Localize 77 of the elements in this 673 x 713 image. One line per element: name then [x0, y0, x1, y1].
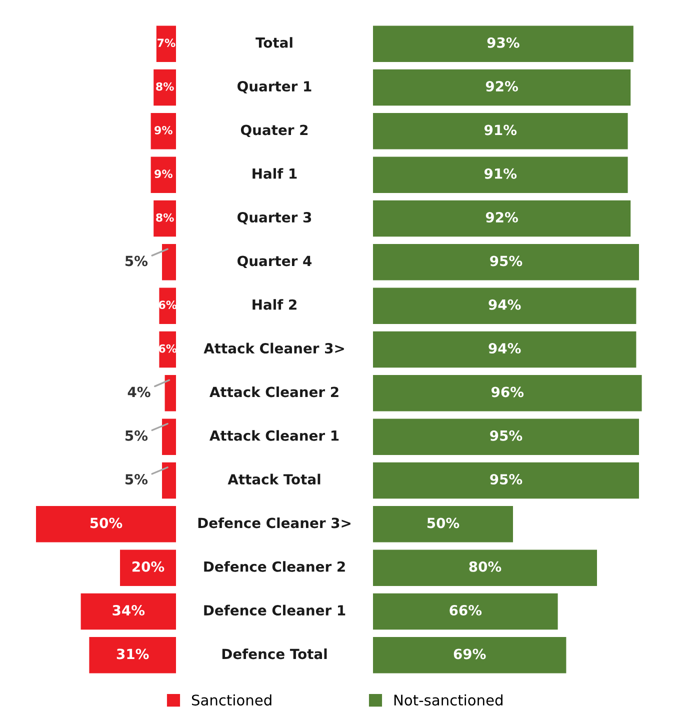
- data-label: 9%: [154, 170, 172, 178]
- bar: [162, 418, 176, 455]
- bar: [373, 113, 628, 150]
- bar: [162, 462, 176, 499]
- bar: [373, 26, 634, 62]
- data-label: 66%: [450, 605, 482, 616]
- y-tick-label: Quarter 1: [238, 81, 312, 94]
- bar: [373, 331, 636, 368]
- data-label: 5%: [125, 430, 148, 441]
- legend-label: Not-sanctioned: [394, 694, 502, 706]
- data-label: 80%: [469, 561, 502, 572]
- data-label: 34%: [112, 605, 145, 616]
- legend-label: Sanctioned: [192, 694, 272, 706]
- data-label: 6%: [158, 344, 177, 353]
- y-tick-label: Attack Cleaner 3>: [204, 342, 344, 354]
- data-label: 4%: [128, 386, 150, 398]
- data-label: 7%: [158, 38, 176, 48]
- data-label: 95%: [490, 474, 522, 485]
- data-label: 92%: [486, 81, 518, 92]
- bar: [150, 156, 176, 193]
- bar: [36, 506, 176, 542]
- data-label: 69%: [454, 648, 486, 660]
- bar: [120, 550, 176, 586]
- data-label: 50%: [427, 518, 460, 528]
- bar: [154, 200, 176, 237]
- bar: [373, 69, 631, 106]
- bar: [373, 288, 636, 324]
- y-tick-label: Defence Cleaner 1: [204, 604, 346, 616]
- bar: [373, 506, 513, 542]
- y-tick-label: Quarter 3: [238, 212, 312, 224]
- bar: [89, 637, 176, 674]
- data-label: 91%: [484, 168, 517, 179]
- data-label: 20%: [132, 561, 164, 572]
- y-tick-label: Attack Cleaner 2: [210, 386, 338, 398]
- y-tick-label: Attack Cleaner 1: [210, 430, 339, 441]
- bar: [159, 288, 176, 324]
- data-label: 31%: [116, 648, 149, 660]
- data-label: 8%: [156, 82, 174, 91]
- data-label: 91%: [484, 124, 517, 136]
- data-label: 94%: [488, 299, 521, 310]
- y-tick-label: Defence Cleaner 2: [204, 561, 345, 572]
- bar: [164, 375, 176, 412]
- y-tick-label: Quater 2: [240, 124, 308, 138]
- bar: [373, 550, 597, 586]
- bar: [373, 462, 639, 499]
- y-tick-label: Quarter 4: [238, 256, 312, 268]
- data-label: 50%: [90, 518, 122, 528]
- data-label: 8%: [156, 213, 174, 222]
- bar: [373, 418, 639, 455]
- data-label: 93%: [487, 37, 520, 48]
- bar: [80, 593, 176, 630]
- bar: [154, 69, 176, 106]
- bar: [159, 331, 176, 368]
- bar: [373, 200, 631, 237]
- data-label: 95%: [490, 430, 522, 441]
- bar: [373, 375, 642, 412]
- data-label: 92%: [486, 212, 518, 223]
- bar: [373, 244, 639, 280]
- data-label: 9%: [154, 126, 172, 134]
- data-label: 94%: [488, 343, 521, 354]
- data-label: 5%: [125, 256, 148, 266]
- y-tick-label: Half 2: [252, 299, 296, 310]
- data-label: 5%: [125, 474, 148, 485]
- data-label: 6%: [158, 300, 177, 310]
- bar: [150, 113, 176, 150]
- bar: [156, 26, 176, 62]
- y-tick-label: Defence Cleaner 3>: [198, 517, 350, 528]
- y-tick-label: Total: [256, 37, 292, 48]
- data-label: 95%: [490, 256, 522, 266]
- bar: [373, 593, 558, 630]
- y-tick-label: Attack Total: [228, 474, 320, 485]
- bar: [162, 244, 176, 280]
- data-label: 96%: [491, 386, 524, 398]
- y-tick-label: Defence Total: [222, 648, 327, 660]
- bar: [373, 156, 628, 193]
- y-tick-label: Half 1: [252, 168, 297, 179]
- bar: [373, 637, 566, 674]
